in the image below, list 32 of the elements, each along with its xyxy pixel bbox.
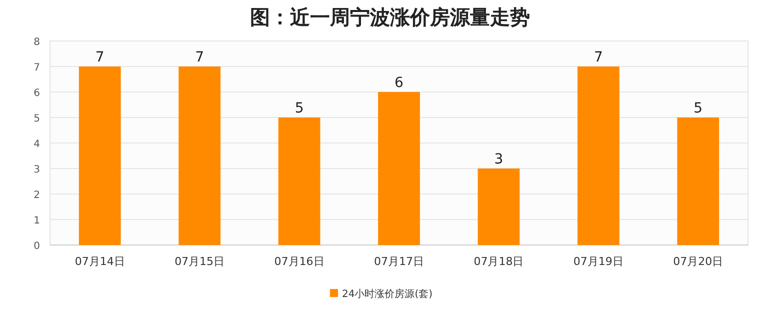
y-tick-label: 8 <box>34 37 40 48</box>
x-tick-label: 07月18日 <box>474 255 524 268</box>
x-tick-label: 07月16日 <box>274 255 324 268</box>
bar <box>677 118 720 245</box>
y-tick-label: 1 <box>34 216 40 226</box>
chart-title: 图：近一周宁波涨价房源量走势 <box>250 5 530 29</box>
x-tick-label: 07月15日 <box>174 255 225 268</box>
data-label: 3 <box>494 152 504 168</box>
data-label: 7 <box>195 50 204 66</box>
y-tick-label: 7 <box>34 62 40 74</box>
data-label: 5 <box>694 100 703 116</box>
data-label: 7 <box>95 50 104 66</box>
bar <box>577 66 620 245</box>
x-tick-label: 07月14日 <box>74 255 125 268</box>
x-tick-label: 07月20日 <box>673 255 724 268</box>
y-tick-label: 2 <box>34 190 40 201</box>
x-tick-label: 07月17日 <box>374 255 424 268</box>
legend-label: 24小时涨价房源(套) <box>342 288 433 300</box>
data-label: 5 <box>294 100 304 116</box>
y-tick-label: 4 <box>34 139 40 150</box>
bar <box>278 118 320 245</box>
bar <box>78 66 121 245</box>
y-tick-label: 0 <box>34 241 40 252</box>
y-tick-label: 6 <box>34 88 40 99</box>
y-tick-label: 3 <box>34 164 40 176</box>
bar <box>178 66 221 245</box>
bar <box>478 168 520 245</box>
data-label: 6 <box>394 75 404 91</box>
bar <box>378 92 420 245</box>
data-label: 7 <box>594 50 603 66</box>
y-tick-label: 5 <box>34 114 40 124</box>
x-tick-label: 07月19日 <box>573 255 624 268</box>
